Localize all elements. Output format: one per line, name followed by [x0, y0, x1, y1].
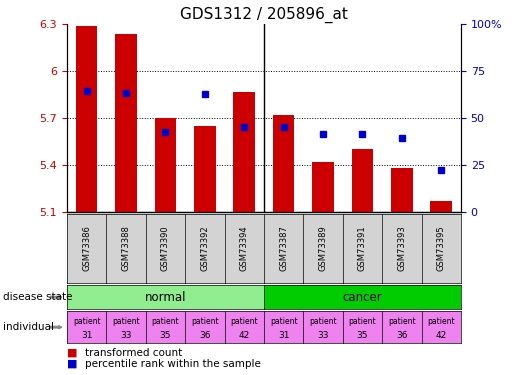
Text: 31: 31	[278, 331, 289, 340]
Text: GSM73387: GSM73387	[279, 225, 288, 272]
Text: 36: 36	[199, 331, 211, 340]
Text: GSM73388: GSM73388	[122, 225, 130, 272]
Text: GSM73391: GSM73391	[358, 226, 367, 271]
Text: GSM73394: GSM73394	[240, 226, 249, 271]
Text: patient: patient	[112, 317, 140, 326]
Bar	[391, 168, 413, 212]
Text: 42: 42	[436, 331, 447, 340]
Text: disease state: disease state	[3, 292, 72, 302]
Text: ■: ■	[67, 348, 77, 357]
Text: patient: patient	[270, 317, 298, 326]
Text: patient: patient	[427, 317, 455, 326]
Bar	[273, 115, 295, 212]
Text: normal: normal	[145, 291, 186, 304]
Text: 35: 35	[160, 331, 171, 340]
Bar	[76, 26, 97, 212]
Text: GSM73393: GSM73393	[398, 226, 406, 272]
Text: 31: 31	[81, 331, 92, 340]
Text: patient: patient	[309, 317, 337, 326]
Text: patient: patient	[151, 317, 179, 326]
Text: GSM73386: GSM73386	[82, 225, 91, 272]
Text: GSM73392: GSM73392	[200, 226, 209, 271]
Bar	[233, 92, 255, 212]
Bar	[154, 118, 176, 212]
Text: cancer: cancer	[342, 291, 382, 304]
Text: 35: 35	[357, 331, 368, 340]
Text: GSM73390: GSM73390	[161, 226, 170, 271]
Text: patient: patient	[230, 317, 258, 326]
Bar	[431, 201, 452, 212]
Text: GSM73389: GSM73389	[319, 226, 328, 272]
Text: 36: 36	[396, 331, 407, 340]
Text: patient: patient	[388, 317, 416, 326]
Bar	[352, 149, 373, 212]
Bar	[312, 162, 334, 212]
Bar	[194, 126, 216, 212]
Text: patient: patient	[349, 317, 376, 326]
Text: 33: 33	[121, 331, 132, 340]
Text: 42: 42	[238, 331, 250, 340]
Text: GSM73395: GSM73395	[437, 226, 445, 271]
Text: patient: patient	[73, 317, 100, 326]
Text: individual: individual	[3, 322, 54, 332]
Bar	[115, 34, 137, 212]
Text: transformed count: transformed count	[85, 348, 182, 357]
Title: GDS1312 / 205896_at: GDS1312 / 205896_at	[180, 7, 348, 23]
Text: 33: 33	[317, 331, 329, 340]
Text: patient: patient	[191, 317, 219, 326]
Text: percentile rank within the sample: percentile rank within the sample	[85, 359, 261, 369]
Text: ■: ■	[67, 359, 77, 369]
